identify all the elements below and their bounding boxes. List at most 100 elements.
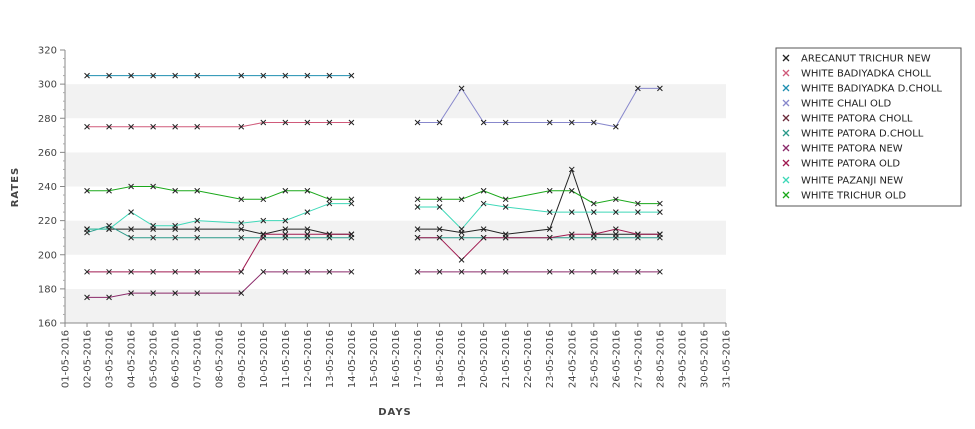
series-group [414,85,663,130]
data-point [194,123,201,130]
y-axis-title: RATES [10,167,21,208]
data-point [546,187,553,194]
data-point [238,234,245,241]
grid-band [65,118,726,153]
data-point [568,268,575,275]
data-point [590,209,597,215]
x-tick-label: 19-05-2016 [457,330,468,388]
x-tick-label: 10-05-2016 [259,330,270,388]
data-point [590,268,597,275]
legend-label: WHITE PATORA CHOLL [801,114,913,125]
data-point [304,209,311,215]
data-point [282,226,289,233]
data-point [458,268,465,275]
x-tick-label: 05-05-2016 [149,330,160,388]
data-point [348,268,355,275]
data-point [414,268,421,275]
y-tick-label: 200 [38,250,57,261]
data-point [172,268,179,275]
data-point [282,119,289,126]
data-point [480,268,487,275]
data-point [172,72,179,79]
x-tick-label: 04-05-2016 [127,330,138,388]
legend-marker [782,176,790,184]
x-tick-label: 26-05-2016 [611,330,622,388]
x-tick-label: 07-05-2016 [193,330,204,388]
legend-marker [782,129,790,137]
data-point [326,200,333,207]
data-point [502,204,509,210]
data-point [128,268,134,275]
y-tick-label: 280 [38,114,57,125]
data-point [304,226,311,233]
x-tick-label: 25-05-2016 [589,330,600,388]
data-point [458,196,465,203]
legend-label: WHITE PATORA NEW [801,144,903,155]
data-point [635,209,641,215]
data-point [172,123,179,130]
series-group [84,119,355,130]
x-tick-label: 24-05-2016 [567,330,578,388]
data-point [635,268,641,275]
grid-band [65,288,726,323]
data-point [238,290,245,296]
data-point [282,72,289,79]
data-point [150,183,156,190]
data-point [458,85,465,92]
x-tick-label: 09-05-2016 [237,330,248,388]
data-point [546,234,553,241]
data-point [480,200,487,207]
y-tick-label: 300 [38,80,57,91]
data-point [502,234,509,241]
data-point [150,72,156,79]
x-tick-label: 03-05-2016 [105,330,116,388]
data-point [436,196,443,203]
y-tick-label: 220 [38,216,57,227]
data-point [612,196,619,203]
data-point [128,72,134,79]
data-point [480,234,487,241]
x-tick-label: 21-05-2016 [501,330,512,388]
data-point [260,196,267,203]
data-point [612,268,619,275]
data-point [612,226,619,233]
series-group [84,200,663,233]
x-tick-label: 14-05-2016 [347,330,358,388]
data-point [194,234,201,241]
data-point [590,231,597,238]
data-point [414,226,421,233]
legend-marker [782,69,790,77]
data-point [436,226,443,233]
data-point [502,119,509,126]
data-point [546,209,553,215]
data-point [480,119,487,126]
x-tick-label: 16-05-2016 [391,330,402,388]
series-line [87,186,352,200]
data-point [128,183,134,190]
plot-bands [65,50,726,323]
data-point [150,234,156,241]
legend-label: WHITE PAZANJI NEW [801,176,903,187]
grid-band [65,84,726,119]
data-point [502,196,509,203]
data-point [348,72,355,79]
data-point [106,72,112,79]
x-axis-title: DAYS [378,407,412,418]
y-tick-label: 320 [38,46,57,57]
x-tick-label: 06-05-2016 [171,330,182,388]
legend-label: WHITE BADIYADKA CHOLL [801,69,932,80]
x-tick-label: 23-05-2016 [545,330,556,388]
series-lines [84,72,663,301]
data-point [436,268,443,275]
data-point [546,119,553,126]
data-point [194,226,201,233]
data-point [502,268,509,275]
data-point [282,268,289,275]
data-point [612,234,619,241]
data-point [106,123,112,130]
legend-label: WHITE PATORA D.CHOLL [801,129,924,140]
data-point [172,290,179,296]
data-point [436,234,443,241]
data-point [260,72,267,79]
